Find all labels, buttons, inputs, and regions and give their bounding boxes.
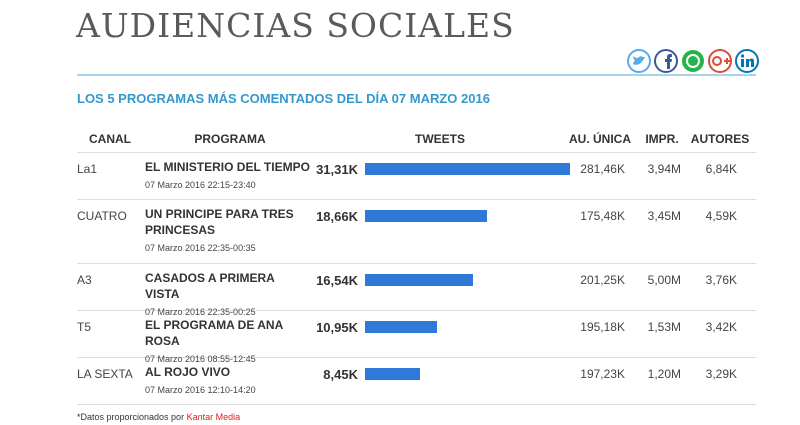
row-separator	[77, 199, 756, 200]
channel: A3	[77, 273, 92, 287]
impressions: 5,00M	[647, 273, 681, 287]
facebook-icon[interactable]	[654, 49, 678, 73]
tweets-label: 10,95K	[316, 320, 358, 335]
row-separator	[77, 310, 756, 311]
schedule: 07 Marzo 2016 22:35-00:35	[145, 243, 256, 253]
footer-text: *Datos proporcionados por	[77, 412, 187, 422]
impressions: 3,94M	[647, 162, 681, 176]
tweets-bar	[365, 368, 421, 380]
program-name: EL MINISTERIO DEL TIEMPO	[145, 160, 310, 174]
channel: T5	[77, 320, 92, 334]
schedule: 07 Marzo 2016 12:10-14:20	[145, 385, 256, 395]
tweets-bar	[365, 321, 437, 333]
column-header: IMPR.	[645, 132, 679, 146]
tweets-label: 16,54K	[316, 273, 358, 288]
schedule: 07 Marzo 2016 22:35-00:25	[145, 307, 256, 317]
channel: LA SEXTA	[77, 367, 133, 381]
impressions: 1,53M	[647, 320, 681, 334]
unique-audience: 197,23K	[580, 367, 625, 381]
channel: La1	[77, 162, 98, 176]
column-header: CANAL	[89, 132, 131, 146]
authors: 3,42K	[705, 320, 737, 334]
row-separator	[77, 404, 756, 405]
authors: 4,59K	[705, 209, 737, 223]
unique-audience: 175,48K	[580, 209, 625, 223]
tweets-label: 8,45K	[323, 367, 358, 382]
schedule: 07 Marzo 2016 08:55-12:45	[145, 354, 256, 364]
subtitle: LOS 5 PROGRAMAS MÁS COMENTADOS DEL DÍA 0…	[77, 91, 490, 106]
tweets-label: 18,66K	[316, 209, 358, 224]
unique-audience: 195,18K	[580, 320, 625, 334]
tweets-bar	[365, 163, 570, 175]
title-rule	[77, 74, 756, 76]
tweets-bar	[365, 274, 474, 286]
tweets-bar	[365, 210, 488, 222]
share-icons	[627, 49, 759, 73]
whatsapp-icon[interactable]	[682, 50, 704, 72]
footer-source[interactable]: Kantar Media	[186, 412, 241, 422]
row-separator	[77, 357, 756, 358]
row-separator	[77, 263, 756, 264]
unique-audience: 201,25K	[580, 273, 625, 287]
footer: *Datos proporcionados por Kantar Media	[77, 412, 240, 422]
unique-audience: 281,46K	[580, 162, 625, 176]
impressions: 1,20M	[647, 367, 681, 381]
authors: 3,76K	[705, 273, 737, 287]
authors: 3,29K	[705, 367, 737, 381]
column-header: PROGRAMA	[194, 132, 266, 146]
column-header: TWEETS	[415, 132, 465, 146]
program-name: UN PRINCIPE PARA TRES PRINCESAS	[145, 207, 294, 237]
googleplus-icon[interactable]	[708, 49, 732, 73]
authors: 6,84K	[705, 162, 737, 176]
impressions: 3,45M	[647, 209, 681, 223]
linkedin-icon[interactable]	[735, 49, 759, 73]
page-title: AUDIENCIAS SOCIALES	[76, 6, 515, 45]
program-name: AL ROJO VIVO	[145, 365, 231, 379]
column-header: AUTORES	[690, 132, 750, 146]
schedule: 07 Marzo 2016 22:15-23:40	[145, 180, 256, 190]
tweets-label: 31,31K	[316, 162, 358, 177]
program-name: CASADOS A PRIMERA VISTA	[145, 271, 275, 301]
channel: CUATRO	[77, 209, 127, 223]
row-separator	[77, 152, 756, 153]
program-name: EL PROGRAMA DE ANA ROSA	[145, 318, 283, 348]
column-header: AU. ÚNICA	[569, 132, 631, 146]
twitter-icon[interactable]	[627, 49, 651, 73]
